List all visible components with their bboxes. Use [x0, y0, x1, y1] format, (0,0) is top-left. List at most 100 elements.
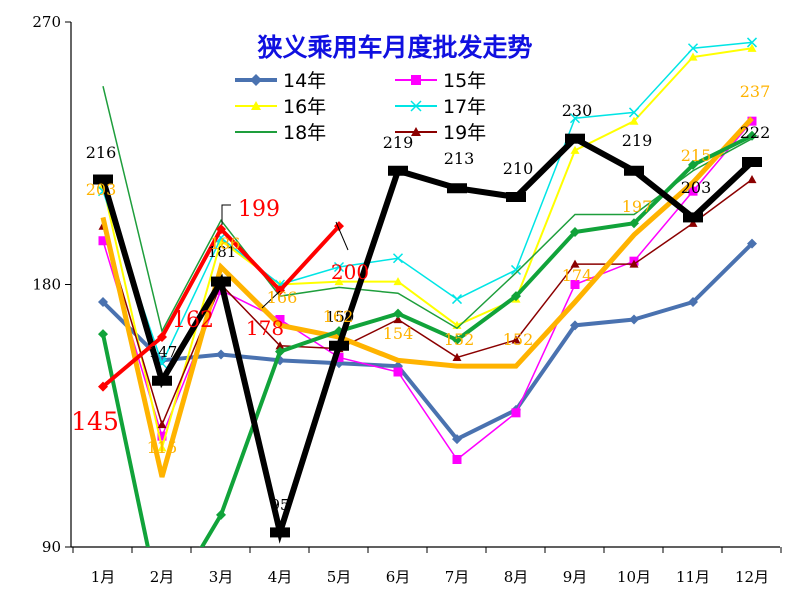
- series-point: [157, 420, 167, 429]
- series-point: [570, 320, 580, 331]
- data-label: 162: [323, 307, 354, 326]
- legend-item: 18年: [235, 122, 326, 144]
- x-tick-label: 10月: [617, 568, 651, 586]
- data-label: 199: [238, 197, 280, 222]
- series-point: [452, 455, 462, 464]
- data-label: 213: [444, 149, 475, 168]
- data-label: 152: [503, 330, 534, 349]
- overlay-series-point: [98, 381, 108, 392]
- data-label: 178: [246, 316, 284, 340]
- series-line: [102, 120, 753, 461]
- x-tick-label: 1月: [91, 568, 116, 586]
- x-tick-label: 11月: [676, 568, 710, 586]
- series-point: [570, 280, 580, 289]
- series-point: [747, 238, 757, 249]
- series-point: [334, 277, 344, 286]
- legend-marker: [411, 127, 421, 136]
- overlay-series-point: [570, 227, 580, 237]
- data-label: 210: [503, 159, 534, 178]
- x-tick-label: 8月: [504, 568, 529, 586]
- overlay-series-0: [100, 116, 754, 478]
- data-label: 152: [444, 330, 475, 349]
- data-label: 145: [71, 407, 119, 436]
- overlay-series-point: [747, 130, 757, 141]
- series-point: [393, 367, 403, 377]
- overlay-series-point: [93, 174, 113, 185]
- legend-item: 17年: [395, 96, 486, 118]
- overlay-series-line: [100, 134, 755, 544]
- series-point: [570, 259, 580, 268]
- series-point: [157, 431, 167, 441]
- legend-item: 15年: [395, 70, 486, 92]
- overlay-series-point: [688, 159, 698, 170]
- data-label: 115: [147, 438, 178, 457]
- legend-item: 16年: [235, 96, 326, 118]
- legend-marker: [411, 75, 421, 85]
- data-label: 174: [562, 266, 593, 285]
- data-label: 154: [383, 324, 414, 343]
- series-point: [98, 297, 108, 307]
- overlay-series-line: [101, 133, 753, 547]
- series-point: [98, 236, 108, 246]
- legend-label: 17年: [443, 96, 486, 118]
- series-point: [452, 352, 462, 362]
- data-label: 237: [740, 82, 771, 101]
- overlay-series-point: [565, 133, 585, 144]
- series-point: [511, 335, 521, 344]
- series-4: [102, 85, 753, 334]
- series-point: [746, 37, 758, 48]
- leader-line: [221, 204, 231, 225]
- overlay-series-point: [683, 212, 703, 223]
- overlay-series-line: [100, 116, 754, 478]
- data-label: 181: [208, 243, 237, 261]
- data-label: 216: [86, 143, 117, 162]
- leader-line: [335, 221, 349, 251]
- series-point: [392, 253, 404, 264]
- legend-marker: [250, 74, 262, 86]
- overlay-series-point: [152, 375, 172, 386]
- legend: 14年 15年 16年 17年 18年 19年: [235, 70, 486, 144]
- series-line: [102, 41, 753, 366]
- legend-item: 14年: [235, 70, 326, 92]
- y-tick-label: 180: [32, 276, 61, 294]
- x-tick-label: 2月: [150, 568, 175, 586]
- data-label: 230: [562, 101, 593, 120]
- series-point: [452, 434, 462, 445]
- overlay-series-point: [452, 334, 462, 345]
- series-lines: [93, 37, 762, 547]
- data-label: 203: [86, 180, 117, 199]
- overlay-series-point: [275, 346, 285, 357]
- overlay-series-point: [329, 340, 349, 351]
- x-tick-label: 12月: [735, 568, 769, 586]
- series-point: [333, 261, 345, 273]
- chart-title: 狭义乘用车月度批发走势: [256, 33, 532, 62]
- series-point: [629, 314, 639, 325]
- overlay-series-2: [93, 133, 762, 544]
- legend-label: 16年: [283, 96, 326, 118]
- data-label: 159: [326, 308, 355, 326]
- series-point: [688, 52, 698, 61]
- x-tick-label: 9月: [563, 568, 588, 586]
- x-tick-label: 3月: [209, 568, 234, 586]
- overlay-series-point: [216, 224, 226, 235]
- overlay-series-point: [216, 509, 226, 520]
- overlay-series-point: [511, 291, 521, 302]
- legend-label: 14年: [283, 70, 326, 92]
- series-point: [570, 145, 580, 154]
- series-point: [688, 297, 698, 307]
- overlay-series-point: [388, 165, 408, 176]
- data-label: 219: [622, 131, 653, 150]
- x-tick-label: 6月: [386, 568, 411, 586]
- data-label: 197: [622, 197, 653, 216]
- series-line: [102, 85, 753, 334]
- series-point: [747, 43, 757, 52]
- series-point: [216, 349, 226, 360]
- series-point: [510, 264, 522, 275]
- data-label: 215: [681, 146, 712, 165]
- data-label: 95: [270, 496, 289, 514]
- series-point: [629, 116, 639, 125]
- overlay-series-point: [98, 329, 108, 340]
- overlay-series-point: [624, 165, 644, 176]
- series-point: [687, 43, 699, 54]
